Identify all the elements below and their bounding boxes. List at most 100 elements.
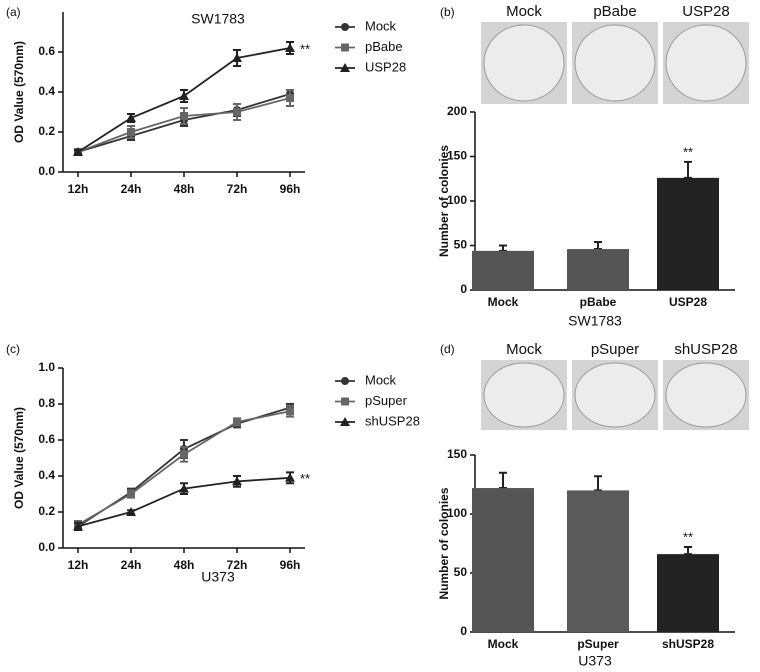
- y-tick-label: 0: [460, 282, 467, 296]
- error-bar: [499, 244, 507, 252]
- y-tick-label: 100: [447, 193, 467, 207]
- plate-label: pSuper: [591, 341, 639, 358]
- legend-marker: [341, 397, 349, 406]
- y-tick-label: 0.8: [38, 396, 55, 410]
- plate-dish: [574, 362, 656, 428]
- y-axis-label: Number of colonies: [437, 145, 451, 257]
- chart-title: SW1783: [191, 11, 245, 27]
- y-tick-label: 150: [447, 149, 467, 163]
- legend-marker: [340, 417, 350, 426]
- y-tick-label: 0.4: [38, 468, 55, 482]
- bar: [657, 554, 719, 632]
- plate-dish: [665, 24, 747, 102]
- x-axis-label: SW1783: [568, 313, 622, 329]
- bar: [657, 177, 719, 290]
- legend-marker: [341, 23, 349, 31]
- x-tick-label: shUSP28: [662, 637, 714, 651]
- series-line: [77, 406, 291, 528]
- legend-marker: [341, 377, 349, 385]
- panel-label: (b): [440, 5, 455, 19]
- x-tick-label: Mock: [488, 295, 519, 309]
- marker: [179, 91, 189, 100]
- y-tick-label: 0.4: [38, 84, 55, 98]
- marker: [127, 490, 135, 498]
- series-line: [77, 410, 291, 526]
- plate-label: pBabe: [593, 3, 636, 20]
- x-tick-label: 12h: [68, 182, 89, 196]
- x-tick-label: pSuper: [577, 637, 619, 651]
- marker: [73, 147, 83, 156]
- y-tick-label: 0.6: [38, 432, 55, 446]
- x-tick-label: Mock: [488, 637, 519, 651]
- bar: [567, 249, 629, 290]
- annotation: **: [683, 144, 693, 159]
- marker: [286, 94, 294, 102]
- error-bar: [684, 546, 692, 556]
- marker: [179, 483, 189, 493]
- y-tick-label: 0.2: [38, 504, 55, 518]
- legend-label: pSuper: [365, 393, 408, 408]
- legend-label: Mock: [365, 18, 397, 33]
- marker: [233, 108, 241, 116]
- annotation: **: [300, 471, 310, 486]
- legend-marker: [340, 63, 350, 72]
- plate-dish: [483, 362, 565, 428]
- marker: [126, 113, 136, 122]
- y-tick-label: 150: [447, 447, 467, 461]
- x-tick-label: 96h: [280, 558, 301, 572]
- marker: [73, 521, 83, 531]
- marker: [232, 476, 242, 486]
- x-axis-label: U373: [201, 569, 235, 585]
- plate-dish: [665, 362, 747, 428]
- marker: [127, 128, 135, 136]
- legend-label: pBabe: [365, 39, 403, 54]
- x-tick-label: 48h: [174, 182, 195, 196]
- x-tick-label: 72h: [227, 558, 248, 572]
- panel-label: (c): [6, 342, 20, 356]
- x-tick-label: 24h: [121, 558, 142, 572]
- x-tick-label: USP28: [669, 295, 707, 309]
- x-axis-label: U373: [578, 653, 612, 669]
- marker: [126, 507, 136, 516]
- marker: [285, 43, 295, 52]
- plate-dish: [574, 24, 656, 102]
- y-axis-label: OD Value (570nm): [12, 407, 26, 509]
- x-tick-label: 72h: [227, 182, 248, 196]
- plate-label: USP28: [682, 3, 730, 20]
- annotation: **: [683, 529, 693, 544]
- legend-label: Mock: [365, 372, 397, 387]
- plate-dish: [483, 24, 565, 102]
- error-bar: [499, 471, 507, 490]
- y-tick-label: 0.6: [38, 44, 55, 58]
- y-axis-label: Number of colonies: [437, 487, 451, 599]
- bar: [472, 488, 534, 632]
- error-bar: [594, 240, 602, 251]
- y-tick-label: 100: [447, 506, 467, 520]
- marker: [232, 53, 242, 62]
- x-tick-label: 12h: [68, 558, 89, 572]
- error-bar: [594, 475, 602, 492]
- annotation: **: [300, 41, 310, 56]
- y-tick-label: 0.2: [38, 124, 55, 138]
- panel-label: (d): [440, 342, 455, 356]
- marker: [233, 418, 241, 426]
- x-tick-label: 48h: [174, 558, 195, 572]
- x-tick-label: 24h: [121, 182, 142, 196]
- y-tick-label: 200: [447, 104, 467, 118]
- marker: [180, 450, 188, 459]
- marker: [180, 112, 188, 120]
- y-tick-label: 1.0: [38, 360, 55, 374]
- plate-label: shUSP28: [674, 341, 737, 358]
- y-tick-label: 0.0: [38, 164, 55, 178]
- x-tick-label: 96h: [280, 182, 301, 196]
- legend-label: shUSP28: [365, 413, 420, 428]
- bar: [472, 250, 534, 290]
- y-tick-label: 50: [454, 565, 468, 579]
- marker: [285, 472, 295, 482]
- legend-label: USP28: [365, 59, 406, 74]
- bar: [567, 490, 629, 632]
- marker: [286, 407, 294, 416]
- plate-label: Mock: [506, 3, 542, 20]
